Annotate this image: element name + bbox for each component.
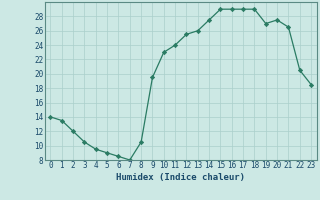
X-axis label: Humidex (Indice chaleur): Humidex (Indice chaleur) [116, 173, 245, 182]
